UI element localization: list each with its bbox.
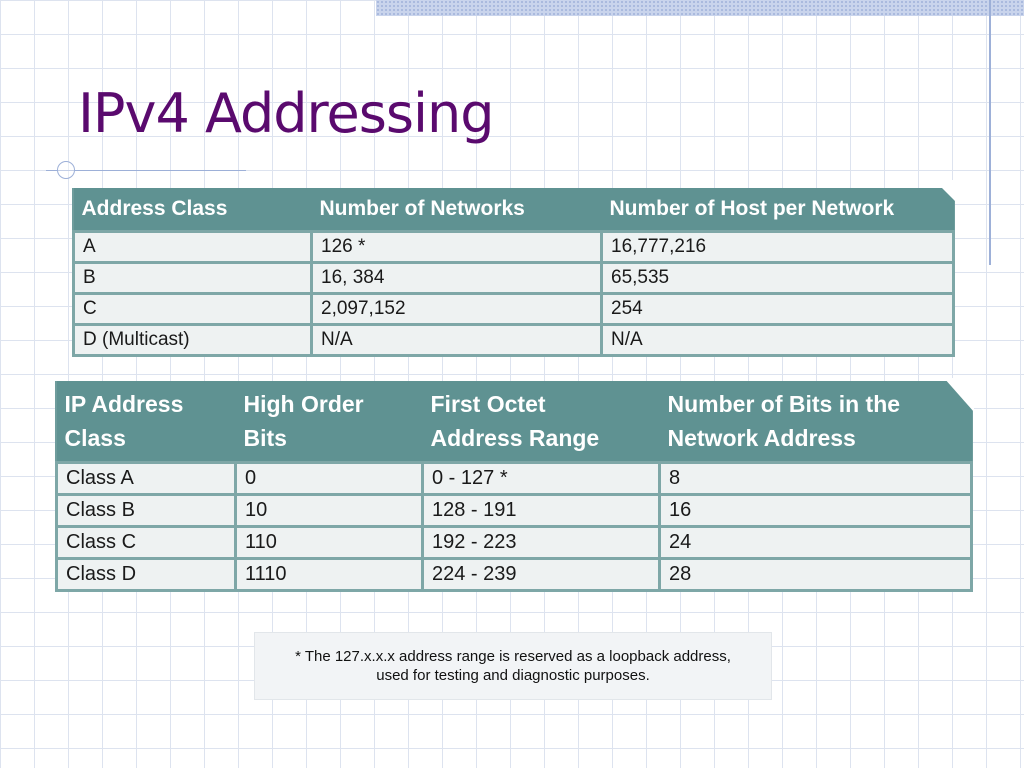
address-class-table: Address Class Number of Networks Number … (72, 188, 955, 357)
header-address-class: Address Class (73, 188, 312, 232)
table-header-row: IP Address Class High Order Bits First Oct… (56, 381, 972, 463)
title-circle-ornament (57, 161, 75, 179)
table-cell: 110 (234, 525, 424, 560)
table-cell: 65,535 (600, 261, 955, 295)
table-cell: Class C (55, 525, 237, 560)
class-bits-table: IP Address Class High Order Bits First Oct… (55, 381, 973, 592)
table-cell: 8 (658, 461, 973, 496)
table-row: Class C 110 192 - 223 24 (55, 525, 973, 560)
header-number-of-networks: Number of Networks (311, 188, 602, 232)
table-cell: B (72, 261, 313, 295)
table-cell: N/A (310, 323, 603, 357)
table-cell: 254 (600, 292, 955, 326)
table-row: D (Multicast) N/A N/A (72, 323, 955, 357)
table-cell: Class A (55, 461, 237, 496)
top-decorative-band (376, 0, 1024, 16)
table-cell: A (72, 230, 313, 264)
table1-corner-cut (934, 180, 956, 202)
table-cell: 0 (234, 461, 424, 496)
header-high-order-bits: High Order Bits (235, 381, 423, 463)
title-underline (46, 170, 246, 171)
table-row: Class B 10 128 - 191 16 (55, 493, 973, 528)
header-first-octet-range: First Octet Address Range (422, 381, 660, 463)
footnote-line-2: used for testing and diagnostic purposes… (376, 667, 650, 684)
table-row: C 2,097,152 254 (72, 292, 955, 326)
table-cell: 128 - 191 (421, 493, 661, 528)
table-cell: 16 (658, 493, 973, 528)
slide-title: IPv4 Addressing (78, 82, 495, 145)
table2-corner-cut (944, 378, 974, 412)
footnote-box: * The 127.x.x.x address range is reserve… (254, 632, 772, 700)
table-cell: 10 (234, 493, 424, 528)
table-cell: 1110 (234, 557, 424, 592)
table-row: Class D 1110 224 - 239 28 (55, 557, 973, 592)
table-cell: 16,777,216 (600, 230, 955, 264)
table-cell: 2,097,152 (310, 292, 603, 326)
table-row: A 126 * 16,777,216 (72, 230, 955, 264)
table-cell: D (Multicast) (72, 323, 313, 357)
table-cell: 192 - 223 (421, 525, 661, 560)
table-cell: 28 (658, 557, 973, 592)
header-ip-address-class: IP Address Class (56, 381, 236, 463)
table-cell: 24 (658, 525, 973, 560)
right-decorative-rule (989, 0, 991, 265)
table-cell: C (72, 292, 313, 326)
table-cell: 126 * (310, 230, 603, 264)
footnote-line-1: * The 127.x.x.x address range is reserve… (295, 648, 731, 665)
table-cell: Class D (55, 557, 237, 592)
table-header-row: Address Class Number of Networks Number … (73, 188, 954, 232)
table-cell: 16, 384 (310, 261, 603, 295)
table-cell: N/A (600, 323, 955, 357)
table-row: Class A 0 0 - 127 * 8 (55, 461, 973, 496)
table-cell: 0 - 127 * (421, 461, 661, 496)
table-row: B 16, 384 65,535 (72, 261, 955, 295)
header-hosts-per-network: Number of Host per Network (601, 188, 954, 232)
table-cell: 224 - 239 (421, 557, 661, 592)
table-cell: Class B (55, 493, 237, 528)
header-network-bits: Number of Bits in the Network Address (659, 381, 972, 463)
